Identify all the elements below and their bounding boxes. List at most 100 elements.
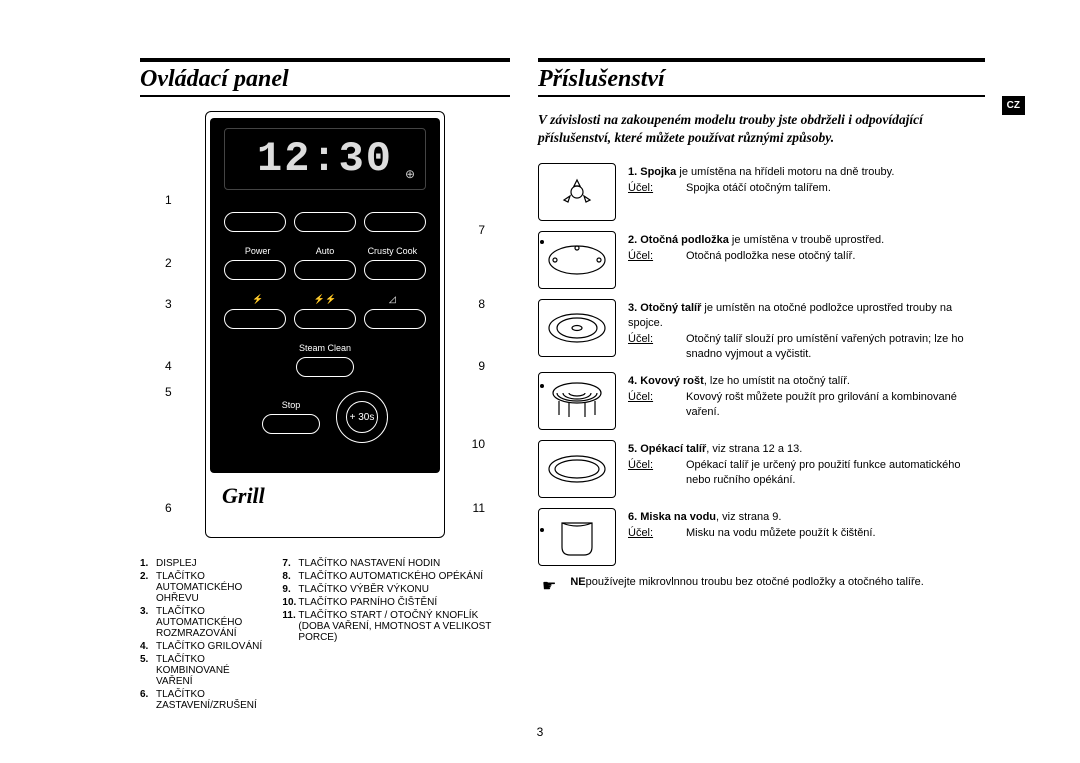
- button-row-1: [224, 212, 426, 232]
- accessory-number: 6.: [628, 511, 640, 523]
- stop-label: Stop: [262, 400, 320, 410]
- legend-number: 9.: [282, 584, 298, 595]
- rule-top: [140, 58, 510, 62]
- accessory-line1: 4. Kovový rošt, lze ho umístit na otočný…: [628, 374, 985, 389]
- callout-3: 3: [165, 297, 172, 311]
- warning-note: ☛ NEpoužívejte mikrovlnnou troubu bez ot…: [538, 576, 985, 596]
- purpose-label: Účel:: [628, 249, 686, 264]
- section-title-right: Příslušenství: [538, 66, 985, 93]
- dial-label: + 30s: [350, 412, 375, 423]
- accessory-item: 2. Otočná podložka je umístěna v troubě …: [538, 231, 985, 289]
- accessory-text: 3. Otočný talíř je umístěn na otočné pod…: [628, 299, 985, 361]
- legend-item: 6.TLAČÍTKO ZASTAVENÍ/ZRUŠENÍ: [140, 689, 264, 711]
- accessory-desc: je umístěna v troubě uprostřed.: [729, 234, 884, 246]
- legend-number: 6.: [140, 689, 156, 711]
- purpose-label: Účel:: [628, 390, 686, 420]
- accessory-purpose: Účel:Spojka otáčí otočným talířem.: [628, 181, 985, 196]
- callout-2: 2: [165, 256, 172, 270]
- accessory-name: Spojka: [640, 166, 676, 178]
- language-tab: CZ: [1002, 96, 1025, 115]
- accessory-number: 2.: [628, 234, 640, 246]
- rule-under: [140, 95, 510, 97]
- legend-item: 1.DISPLEJ: [140, 558, 264, 569]
- callout-1: 1: [165, 193, 172, 207]
- control-panel-figure: 1 2 3 4 5 6 7 8 9 10 11 12:30 ⊕: [165, 111, 485, 538]
- panel-button: [294, 212, 356, 232]
- accessory-name: Miska na vodu: [640, 511, 716, 523]
- callout-11: 11: [473, 501, 485, 515]
- purpose-text: Spojka otáčí otočným talířem.: [686, 181, 831, 196]
- button-row-2: [224, 260, 426, 280]
- legend-item: 2.TLAČÍTKO AUTOMATICKÉHO OHŘEVU: [140, 571, 264, 604]
- accessory-name: Opékací talíř: [640, 443, 706, 455]
- accessory-line1: 2. Otočná podložka je umístěna v troubě …: [628, 233, 985, 248]
- accessory-item: 6. Miska na vodu, viz strana 9.Účel:Misk…: [538, 508, 985, 566]
- accessory-illustration: [538, 163, 616, 221]
- accessory-item: 4. Kovový rošt, lze ho umístit na otočný…: [538, 372, 985, 430]
- callout-9: 9: [478, 359, 485, 373]
- legend-text: TLAČÍTKO AUTOMATICKÉHO OHŘEVU: [156, 571, 264, 604]
- callout-5: 5: [165, 385, 172, 399]
- legend: 1.DISPLEJ2.TLAČÍTKO AUTOMATICKÉHO OHŘEVU…: [140, 558, 510, 713]
- callout-7: 7: [478, 223, 485, 237]
- purpose-label: Účel:: [628, 332, 686, 362]
- legend-number: 1.: [140, 558, 156, 569]
- accessory-illustration: [538, 231, 616, 289]
- rule-top: [538, 58, 985, 62]
- accessory-desc: , viz strana 12 a 13.: [706, 443, 802, 455]
- legend-text: TLAČÍTKO PARNÍHO ČIŠTĚNÍ: [298, 597, 437, 608]
- callout-10: 10: [472, 437, 485, 451]
- panel-button: [364, 212, 426, 232]
- accessory-name: Kovový rošt: [640, 375, 704, 387]
- icon-label: Crusty Cook: [359, 246, 426, 256]
- legend-number: 2.: [140, 571, 156, 604]
- panel-button: [364, 260, 426, 280]
- legend-text: TLAČÍTKO ZASTAVENÍ/ZRUŠENÍ: [156, 689, 264, 711]
- purpose-label: Účel:: [628, 458, 686, 488]
- accessory-text: 1. Spojka je umístěna na hřídeli motoru …: [628, 163, 985, 221]
- purpose-text: Misku na vodu můžete použít k čištění.: [686, 526, 876, 541]
- accessory-text: 6. Miska na vodu, viz strana 9.Účel:Misk…: [628, 508, 985, 566]
- accessory-desc: je umístěna na hřídeli motoru na dně tro…: [676, 166, 894, 178]
- accessory-purpose: Účel:Kovový rošt můžete použít pro grilo…: [628, 390, 985, 420]
- legend-item: 10.TLAČÍTKO PARNÍHO ČIŠTĚNÍ: [282, 597, 510, 608]
- legend-item: 8.TLAČÍTKO AUTOMATICKÉHO OPÉKÁNÍ: [282, 571, 510, 582]
- legend-text: DISPLEJ: [156, 558, 197, 569]
- display: 12:30 ⊕: [224, 128, 426, 190]
- dial-row: Stop + 30s: [224, 391, 426, 443]
- accessory-text: 4. Kovový rošt, lze ho umístit na otočný…: [628, 372, 985, 430]
- legend-text: TLAČÍTKO START / OTOČNÝ KNOFLÍK (doba va…: [298, 610, 510, 643]
- accessory-number: 1.: [628, 166, 640, 178]
- icon-label: Auto: [291, 246, 358, 256]
- icon-label: ◿: [359, 294, 426, 305]
- legend-text: TLAČÍTKO AUTOMATICKÉHO ROZMRAZOVÁNÍ: [156, 606, 264, 639]
- panel-button: [294, 309, 356, 329]
- accessories-list: 1. Spojka je umístěna na hřídeli motoru …: [538, 163, 985, 565]
- display-time: 12:30: [257, 135, 393, 183]
- legend-text: TLAČÍTKO AUTOMATICKÉHO OPÉKÁNÍ: [298, 571, 483, 582]
- accessory-name: Otočná podložka: [640, 234, 729, 246]
- legend-number: 10.: [282, 597, 298, 608]
- accessory-purpose: Účel:Otočná podložka nese otočný talíř.: [628, 249, 985, 264]
- accessory-number: 3.: [628, 302, 640, 314]
- button-row-4: [224, 357, 426, 377]
- note-rest: používejte mikrovlnnou troubu bez otočné…: [586, 576, 924, 588]
- accessory-number: 5.: [628, 443, 640, 455]
- accessory-line1: 6. Miska na vodu, viz strana 9.: [628, 510, 985, 525]
- accessory-item: 5. Opékací talíř, viz strana 12 a 13. Úče…: [538, 440, 985, 498]
- purpose-label: Účel:: [628, 181, 686, 196]
- accessory-desc: , viz strana 9.: [716, 511, 781, 523]
- right-column: Příslušenství CZ V závislosti na zakoupe…: [538, 58, 985, 713]
- stop-button: [262, 414, 320, 434]
- icon-label: Power: [224, 246, 291, 256]
- purpose-text: Otočná podložka nese otočný talíř.: [686, 249, 855, 264]
- note-text: NEpoužívejte mikrovlnnou troubu bez otoč…: [570, 576, 923, 596]
- accessory-purpose: Účel:Otočný talíř slouží pro umístění va…: [628, 332, 985, 362]
- note-bold: NE: [570, 576, 585, 588]
- pointing-hand-icon: ☛: [542, 576, 556, 596]
- accessory-text: 5. Opékací talíř, viz strana 12 a 13. Úče…: [628, 440, 985, 498]
- icon-row-3: Steam Clean: [224, 343, 426, 353]
- accessory-item: 1. Spojka je umístěna na hřídeli motoru …: [538, 163, 985, 221]
- purpose-text: Opékací talíř je určený pro použití funk…: [686, 458, 985, 488]
- purpose-label: Účel:: [628, 526, 686, 541]
